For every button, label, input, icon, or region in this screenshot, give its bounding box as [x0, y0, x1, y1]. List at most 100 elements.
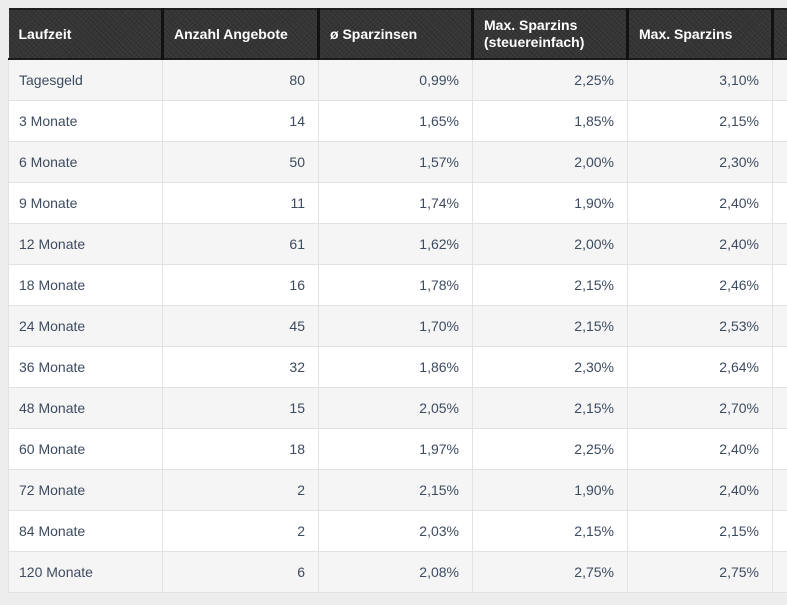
max-rate-taxsimple-cell: 2,30%: [472, 346, 628, 388]
term-cell: 60 Monate: [8, 428, 163, 470]
cutoff-cell: [772, 469, 787, 511]
term-cell: 120 Monate: [8, 551, 163, 593]
table-row: 72 Monate 2 2,15% 1,90% 2,40%: [8, 469, 787, 511]
avg-rate-cell: 1,97%: [318, 428, 473, 470]
avg-rate-cell: 1,57%: [318, 141, 473, 183]
table-row: 84 Monate 2 2,03% 2,15% 2,15%: [8, 510, 787, 552]
max-rate-taxsimple-cell: 1,90%: [472, 469, 628, 511]
max-rate-taxsimple-cell: 2,15%: [472, 387, 628, 429]
max-rate-cell: 2,53%: [627, 305, 773, 347]
cutoff-cell: [772, 59, 787, 101]
avg-rate-cell: 1,78%: [318, 264, 473, 306]
max-rate-taxsimple-cell: 2,15%: [472, 305, 628, 347]
max-rate-taxsimple-cell: 1,90%: [472, 182, 628, 224]
term-cell: 48 Monate: [8, 387, 163, 429]
term-cell: Tagesgeld: [8, 59, 163, 101]
term-cell: 84 Monate: [8, 510, 163, 552]
max-rate-taxsimple-cell: 2,00%: [472, 141, 628, 183]
cutoff-cell: [772, 182, 787, 224]
offer-count-cell: 18: [162, 428, 319, 470]
table-header: Laufzeit Anzahl Angebote ø Sparzinsen Ma…: [8, 8, 787, 60]
max-rate-taxsimple-cell: 2,15%: [472, 264, 628, 306]
term-cell: 18 Monate: [8, 264, 163, 306]
max-rate-cell: 2,40%: [627, 469, 773, 511]
offer-count-cell: 2: [162, 469, 319, 511]
avg-rate-cell: 1,65%: [318, 100, 473, 142]
column-header-anzahl-angebote: Anzahl Angebote: [161, 8, 319, 60]
table-row: 48 Monate 15 2,05% 2,15% 2,70%: [8, 387, 787, 429]
header-row: Laufzeit Anzahl Angebote ø Sparzinsen Ma…: [8, 8, 787, 60]
term-cell: 72 Monate: [8, 469, 163, 511]
offer-count-cell: 45: [162, 305, 319, 347]
offer-count-cell: 14: [162, 100, 319, 142]
max-rate-cell: 2,40%: [627, 223, 773, 265]
table-row: 9 Monate 11 1,74% 1,90% 2,40%: [8, 182, 787, 224]
cutoff-cell: [772, 100, 787, 142]
table-row: 6 Monate 50 1,57% 2,00% 2,30%: [8, 141, 787, 183]
cutoff-cell: [772, 305, 787, 347]
table-body: Tagesgeld 80 0,99% 2,25% 3,10% 3 Monate 14 1,65…: [8, 59, 787, 593]
avg-rate-cell: 0,99%: [318, 59, 473, 101]
term-cell: 6 Monate: [8, 141, 163, 183]
offer-count-cell: 11: [162, 182, 319, 224]
table-row: 60 Monate 18 1,97% 2,25% 2,40%: [8, 428, 787, 470]
term-cell: 9 Monate: [8, 182, 163, 224]
column-header-max-sparzins: Max. Sparzins: [626, 8, 773, 60]
table-row: 24 Monate 45 1,70% 2,15% 2,53%: [8, 305, 787, 347]
offer-count-cell: 2: [162, 510, 319, 552]
cutoff-cell: [772, 510, 787, 552]
offer-count-cell: 6: [162, 551, 319, 593]
offer-count-cell: 50: [162, 141, 319, 183]
avg-rate-cell: 1,86%: [318, 346, 473, 388]
max-rate-cell: 2,46%: [627, 264, 773, 306]
term-cell: 3 Monate: [8, 100, 163, 142]
max-rate-taxsimple-cell: 2,25%: [472, 428, 628, 470]
max-rate-cell: 2,70%: [627, 387, 773, 429]
table-row: 3 Monate 14 1,65% 1,85% 2,15%: [8, 100, 787, 142]
cutoff-cell: [772, 428, 787, 470]
column-header-cutoff: [771, 8, 787, 60]
table-row: 12 Monate 61 1,62% 2,00% 2,40%: [8, 223, 787, 265]
max-rate-cell: 3,10%: [627, 59, 773, 101]
max-rate-taxsimple-cell: 2,15%: [472, 510, 628, 552]
column-header-max-sparzins-steuereinfach: Max. Sparzins (steuereinfach): [471, 8, 628, 60]
column-header-laufzeit: Laufzeit: [8, 8, 163, 60]
cutoff-cell: [772, 387, 787, 429]
max-rate-cell: 2,75%: [627, 551, 773, 593]
cutoff-cell: [772, 223, 787, 265]
avg-rate-cell: 2,08%: [318, 551, 473, 593]
cutoff-cell: [772, 264, 787, 306]
avg-rate-cell: 2,03%: [318, 510, 473, 552]
max-rate-taxsimple-cell: 1,85%: [472, 100, 628, 142]
offer-count-cell: 80: [162, 59, 319, 101]
table-row: 120 Monate 6 2,08% 2,75% 2,75%: [8, 551, 787, 593]
offer-count-cell: 32: [162, 346, 319, 388]
table-row: 18 Monate 16 1,78% 2,15% 2,46%: [8, 264, 787, 306]
avg-rate-cell: 1,62%: [318, 223, 473, 265]
max-rate-cell: 2,40%: [627, 182, 773, 224]
term-cell: 12 Monate: [8, 223, 163, 265]
cutoff-cell: [772, 141, 787, 183]
table-row: 36 Monate 32 1,86% 2,30% 2,64%: [8, 346, 787, 388]
max-rate-taxsimple-cell: 2,75%: [472, 551, 628, 593]
max-rate-taxsimple-cell: 2,25%: [472, 59, 628, 101]
avg-rate-cell: 1,74%: [318, 182, 473, 224]
cutoff-cell: [772, 346, 787, 388]
avg-rate-cell: 2,05%: [318, 387, 473, 429]
cutoff-cell: [772, 551, 787, 593]
column-header-avg-sparzinsen: ø Sparzinsen: [317, 8, 473, 60]
table-row: Tagesgeld 80 0,99% 2,25% 3,10%: [8, 59, 787, 101]
avg-rate-cell: 1,70%: [318, 305, 473, 347]
max-rate-cell: 2,40%: [627, 428, 773, 470]
max-rate-cell: 2,64%: [627, 346, 773, 388]
avg-rate-cell: 2,15%: [318, 469, 473, 511]
max-rate-taxsimple-cell: 2,00%: [472, 223, 628, 265]
max-rate-cell: 2,15%: [627, 510, 773, 552]
max-rate-cell: 2,15%: [627, 100, 773, 142]
offer-count-cell: 15: [162, 387, 319, 429]
offer-count-cell: 61: [162, 223, 319, 265]
offer-count-cell: 16: [162, 264, 319, 306]
table-viewport: Laufzeit Anzahl Angebote ø Sparzinsen Ma…: [8, 8, 787, 599]
term-cell: 24 Monate: [8, 305, 163, 347]
